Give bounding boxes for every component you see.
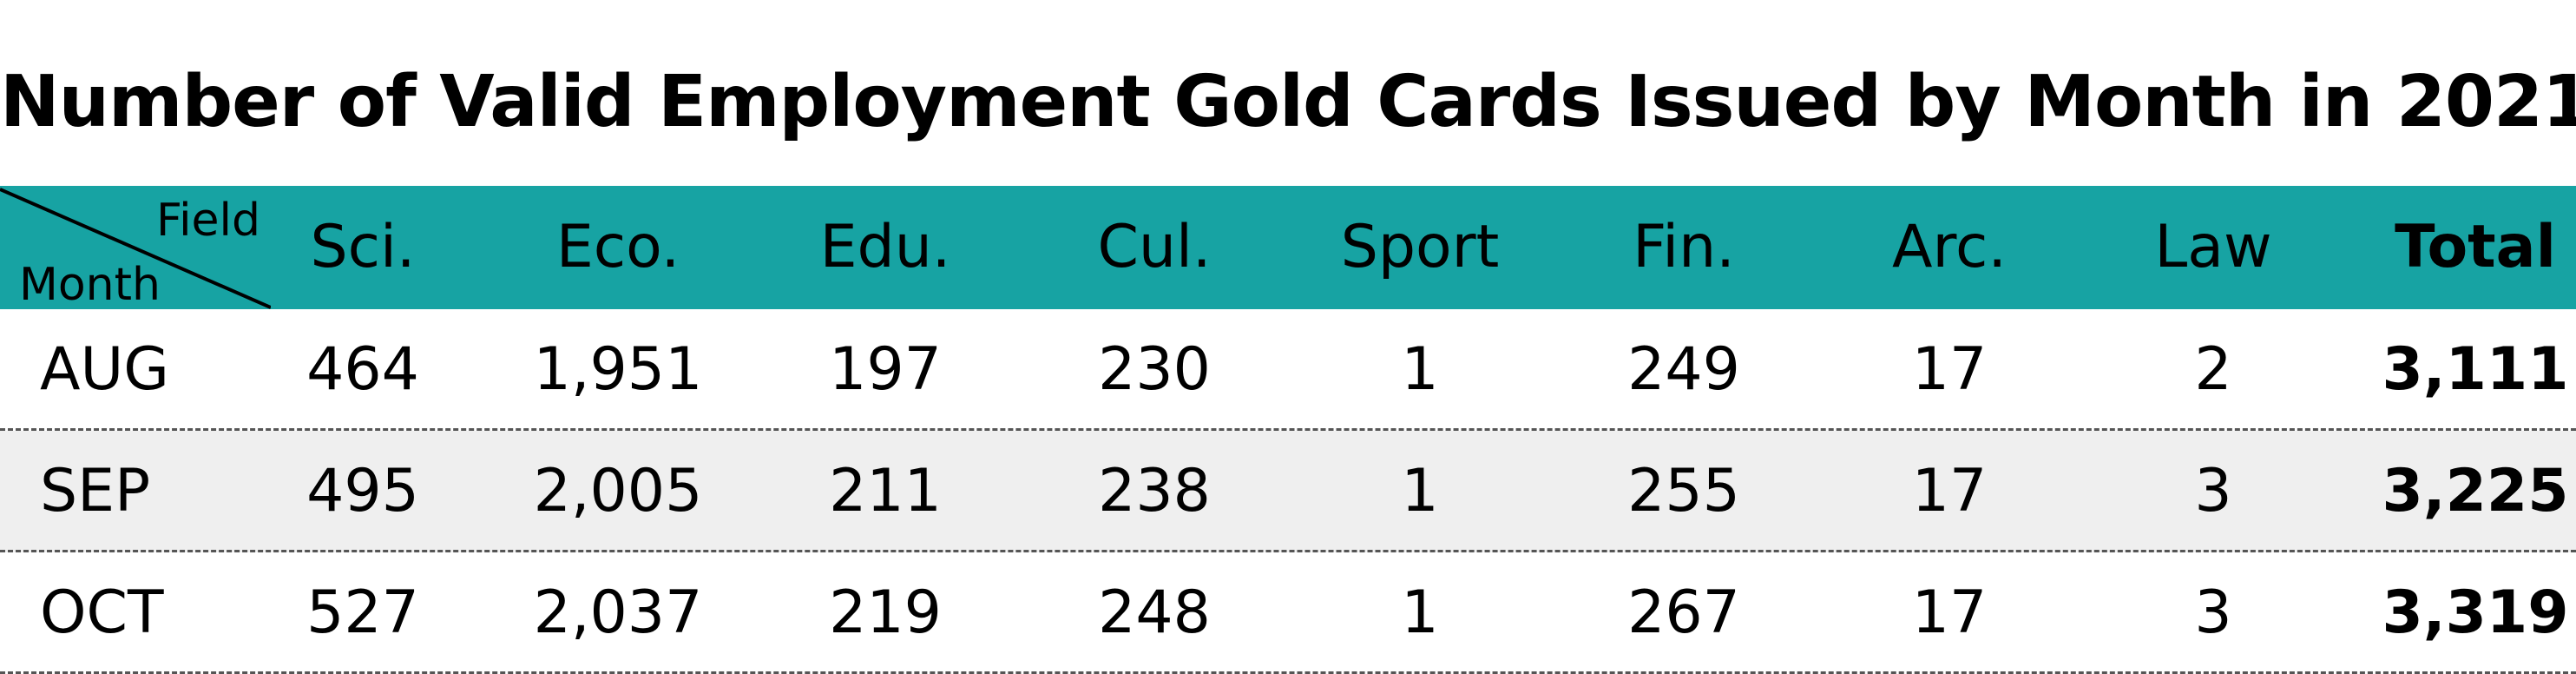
table-cell-fin: 255 xyxy=(1627,457,1740,525)
table-cell-arc: 17 xyxy=(1911,335,1988,404)
table-cell-sport: 1 xyxy=(1401,335,1439,404)
table-cell-edu: 211 xyxy=(829,457,942,525)
table-cell-sci: 495 xyxy=(306,457,419,525)
column-header-arc: Arc. xyxy=(1892,213,2007,281)
column-header-sport: Sport xyxy=(1340,213,1500,281)
row-month-label: OCT xyxy=(40,578,164,647)
corner-diagonal xyxy=(0,188,271,309)
table-cell-sci: 527 xyxy=(306,578,419,647)
column-header-total: Total xyxy=(2395,213,2556,281)
corner-month-label: Month xyxy=(19,259,161,311)
table-cell-law: 3 xyxy=(2194,578,2232,647)
table-cell-sci: 464 xyxy=(306,335,419,404)
table-cell-law: 2 xyxy=(2194,335,2232,404)
row-month-label: AUG xyxy=(40,335,169,404)
table-header: Field Month Sci. Eco. Edu. Cul. Sport Fin. Arc… xyxy=(0,186,2576,311)
table-title: Number of Valid Employment Gold Cards Is… xyxy=(0,61,2576,143)
table-cell-edu: 197 xyxy=(829,335,942,404)
table-cell-eco: 2,037 xyxy=(533,578,703,647)
table-cell-cul: 248 xyxy=(1098,578,1211,647)
corner-field-label: Field xyxy=(155,195,260,247)
table-cell-cul: 238 xyxy=(1098,457,1211,525)
table-cell-eco: 2,005 xyxy=(533,457,703,525)
table-cell-total: 3,225 xyxy=(2382,457,2569,525)
table-cell-eco: 1,951 xyxy=(533,335,703,404)
table-row: OCT 527 2,037 219 248 1 267 17 3 3,319 xyxy=(0,552,2576,674)
column-header-sci: Sci. xyxy=(310,213,416,281)
table-cell-total: 3,319 xyxy=(2382,578,2569,647)
row-divider xyxy=(0,550,2576,552)
table-cell-arc: 17 xyxy=(1911,457,1988,525)
row-divider xyxy=(0,428,2576,431)
table-cell-law: 3 xyxy=(2194,457,2232,525)
table-cell-total: 3,111 xyxy=(2382,335,2569,404)
table-cell-arc: 17 xyxy=(1911,578,1988,647)
table-row: AUG 464 1,951 197 230 1 249 17 2 3,111 xyxy=(0,309,2576,431)
column-header-cul: Cul. xyxy=(1097,213,1212,281)
corner-cell: Field Month xyxy=(0,186,271,311)
table-row: SEP 495 2,005 211 238 1 255 17 3 3,225 xyxy=(0,431,2576,552)
table-cell-fin: 249 xyxy=(1627,335,1740,404)
table-cell-fin: 267 xyxy=(1627,578,1740,647)
column-header-edu: Edu. xyxy=(819,213,951,281)
row-month-label: SEP xyxy=(40,457,151,525)
column-header-eco: Eco. xyxy=(555,213,680,281)
column-header-law: Law xyxy=(2154,213,2272,281)
table-cell-cul: 230 xyxy=(1098,335,1211,404)
column-header-fin: Fin. xyxy=(1633,213,1735,281)
table-cell-sport: 1 xyxy=(1401,578,1439,647)
table-cell-edu: 219 xyxy=(829,578,942,647)
table-cell-sport: 1 xyxy=(1401,457,1439,525)
